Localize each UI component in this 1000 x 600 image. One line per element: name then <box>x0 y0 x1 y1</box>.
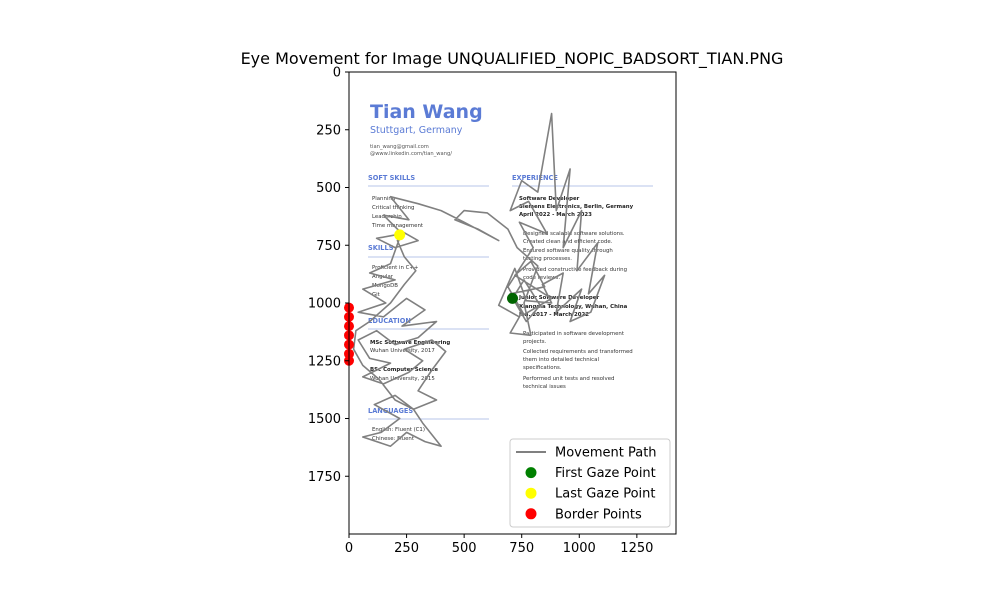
y-tick-label: 1500 <box>308 412 341 427</box>
resume-linkedin: @www.linkedin.com/tian_wang/ <box>370 151 452 157</box>
legend-label: Border Points <box>555 507 642 522</box>
education-degree: MSc Software Engineering <box>370 340 450 346</box>
resume-name: Tian Wang <box>370 101 483 123</box>
legend-dot-swatch <box>525 508 537 520</box>
job-bullet: specifications. <box>523 365 562 371</box>
y-tick-label: 1750 <box>308 470 341 485</box>
languages-heading: LANGUAGES <box>368 407 413 415</box>
language-item: English: Fluent (C1) <box>372 427 425 433</box>
education-place: Wuhan University, 2017 <box>370 348 435 354</box>
y-tick-label: 1000 <box>308 297 341 312</box>
job-bullet: testing processes. <box>523 256 572 262</box>
soft-skills-heading: SOFT SKILLS <box>368 174 415 182</box>
experience-heading: EXPERIENCE <box>512 174 558 182</box>
job-bullet: Performed unit tests and resolved <box>523 376 614 382</box>
skill-item: Git <box>372 292 380 298</box>
job-company: Siemens Electronics, Berlin, Germany <box>519 204 634 210</box>
legend-label: Movement Path <box>555 446 657 461</box>
skills-heading: SKILLS <box>368 244 394 252</box>
job-bullet: Ensured software quality through <box>523 248 613 254</box>
job-bullet: them into detailed technical <box>523 357 599 363</box>
last-gaze-point <box>394 229 406 241</box>
job-bullet: projects. <box>523 339 547 345</box>
chart-title: Eye Movement for Image UNQUALIFIED_NOPIC… <box>241 49 784 69</box>
legend-label: First Gaze Point <box>555 466 656 481</box>
skill-item: Proficient in C++ <box>372 265 418 271</box>
chart-marks <box>344 112 606 448</box>
legend-box <box>509 438 671 528</box>
education-place: Wuhan University, 2015 <box>370 376 435 382</box>
skill-item: MongoDB <box>372 283 398 289</box>
job-dates: April 2022 - March 2023 <box>519 212 592 218</box>
soft-skill-item: Time management <box>371 223 423 229</box>
y-tick-label: 0 <box>333 66 341 81</box>
job-bullet: code reviews. <box>523 275 560 281</box>
job-title: Software Developer <box>519 196 580 202</box>
legend-dot-swatch <box>525 487 537 499</box>
x-tick-label: 1250 <box>620 541 653 556</box>
x-tick-label: 0 <box>345 541 353 556</box>
x-tick-label: 250 <box>394 541 419 556</box>
job-bullet: Participated in software development <box>523 331 624 337</box>
job-bullet: Designed scalable software solutions. <box>523 231 625 237</box>
x-tick-label: 750 <box>509 541 534 556</box>
y-tick-label: 1250 <box>308 354 341 369</box>
job-bullet: Created clean and efficient code. <box>523 239 613 245</box>
x-tick-label: 500 <box>452 541 477 556</box>
chart-axes: 0 250 500 750 1000 1250 0 250 500 750 1000 1250 1500… <box>308 66 677 556</box>
job-bullet: technical issues <box>523 384 566 390</box>
resume-email: tian_wang@gmail.com <box>370 144 429 150</box>
job-bullet: Provided constructive feedback during <box>523 267 627 273</box>
education-degree: BSc Computer Science <box>370 367 438 373</box>
legend-label: Last Gaze Point <box>555 487 655 502</box>
y-tick-label: 750 <box>316 239 341 254</box>
soft-skill-item: Planning <box>372 196 395 202</box>
legend-dot-swatch <box>525 467 537 479</box>
education-heading: EDUCATION <box>368 317 411 325</box>
soft-skill-item: Leadership <box>372 214 402 220</box>
job-company: Xiangma Technology, Wuhan, China <box>519 304 628 310</box>
chart-legend: Movement Path First Gaze Point Last Gaze P… <box>509 438 671 528</box>
resume-city: Stuttgart, Germany <box>370 125 463 136</box>
job-bullet: Collected requirements and transformed <box>523 349 633 355</box>
first-gaze-point <box>507 292 518 304</box>
language-item: Chinese: Fluent <box>372 436 414 442</box>
job-dates: Jan. 2017 - March 2022 <box>518 312 589 318</box>
y-tick-label: 500 <box>316 181 341 196</box>
soft-skill-item: Critical thinking <box>372 205 414 211</box>
x-tick-label: 1000 <box>563 541 596 556</box>
y-tick-label: 250 <box>316 123 341 138</box>
